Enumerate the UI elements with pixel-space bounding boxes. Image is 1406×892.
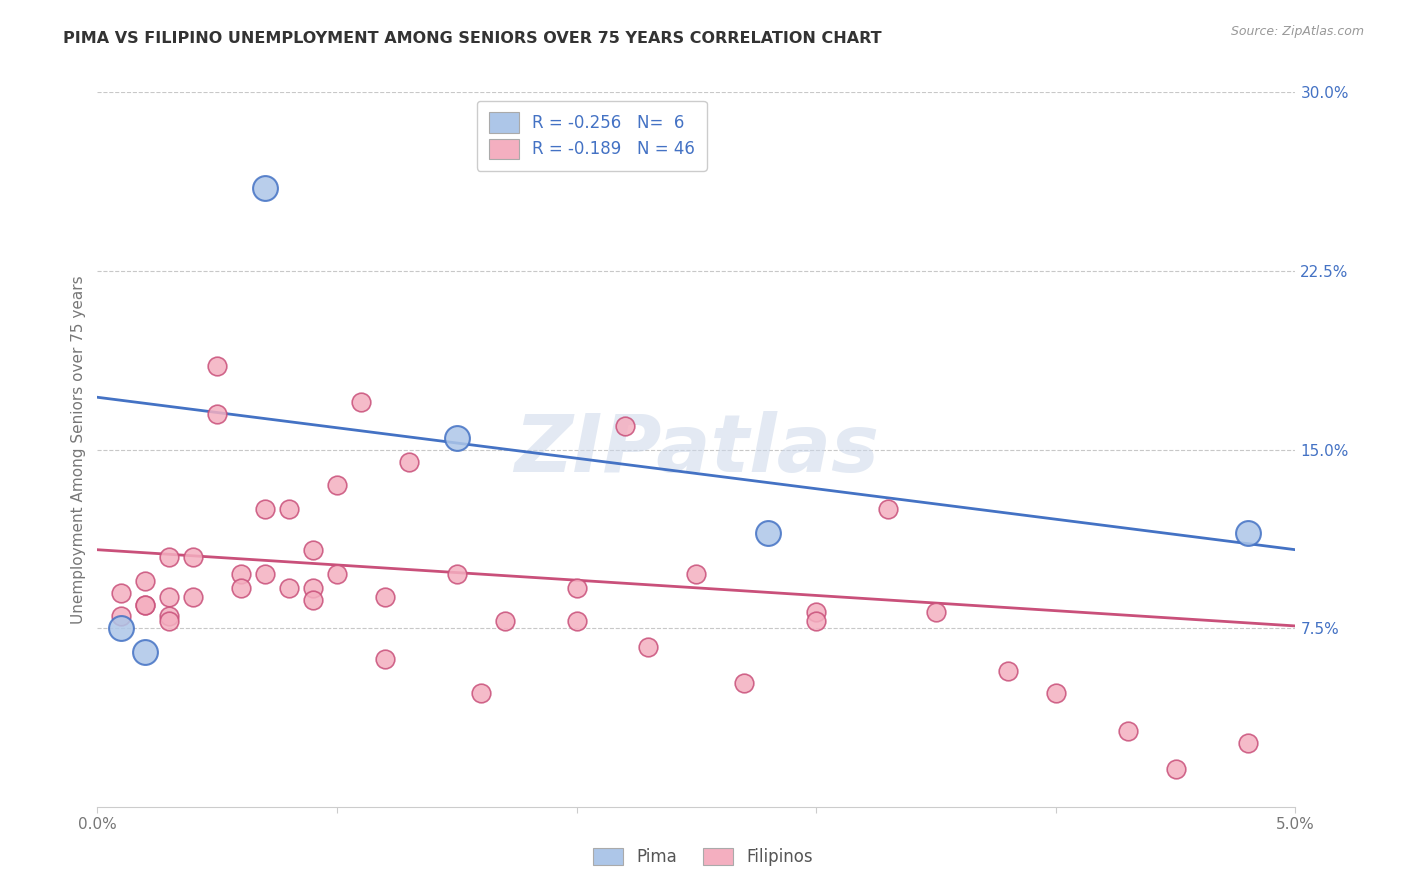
- Point: [157, 549, 180, 564]
- Point: [685, 566, 707, 581]
- Point: [229, 581, 252, 595]
- Point: [350, 395, 373, 409]
- Point: [997, 664, 1019, 678]
- Point: [134, 645, 156, 659]
- Point: [181, 591, 204, 605]
- Point: [756, 526, 779, 541]
- Point: [326, 478, 349, 492]
- Point: [110, 609, 132, 624]
- Point: [446, 566, 468, 581]
- Point: [733, 676, 755, 690]
- Point: [110, 621, 132, 635]
- Point: [925, 605, 948, 619]
- Point: [134, 598, 156, 612]
- Point: [1164, 762, 1187, 776]
- Point: [1236, 736, 1258, 750]
- Text: Source: ZipAtlas.com: Source: ZipAtlas.com: [1230, 25, 1364, 38]
- Point: [134, 598, 156, 612]
- Point: [398, 454, 420, 468]
- Point: [326, 566, 349, 581]
- Point: [278, 502, 301, 516]
- Point: [446, 431, 468, 445]
- Point: [254, 502, 277, 516]
- Point: [205, 407, 228, 421]
- Point: [565, 614, 588, 628]
- Point: [134, 574, 156, 588]
- Point: [637, 640, 659, 655]
- Point: [205, 359, 228, 374]
- Point: [229, 566, 252, 581]
- Point: [110, 585, 132, 599]
- Point: [302, 581, 325, 595]
- Point: [806, 614, 828, 628]
- Point: [302, 542, 325, 557]
- Y-axis label: Unemployment Among Seniors over 75 years: Unemployment Among Seniors over 75 years: [72, 276, 86, 624]
- Point: [374, 591, 396, 605]
- Point: [806, 605, 828, 619]
- Point: [613, 418, 636, 433]
- Point: [1045, 686, 1067, 700]
- Point: [157, 614, 180, 628]
- Point: [181, 549, 204, 564]
- Point: [1236, 526, 1258, 541]
- Point: [278, 581, 301, 595]
- Point: [374, 652, 396, 666]
- Legend: Pima, Filipinos: Pima, Filipinos: [586, 841, 820, 873]
- Text: PIMA VS FILIPINO UNEMPLOYMENT AMONG SENIORS OVER 75 YEARS CORRELATION CHART: PIMA VS FILIPINO UNEMPLOYMENT AMONG SENI…: [63, 31, 882, 46]
- Point: [470, 686, 492, 700]
- Point: [565, 581, 588, 595]
- Point: [1116, 723, 1139, 738]
- Point: [494, 614, 516, 628]
- Point: [877, 502, 900, 516]
- Point: [157, 609, 180, 624]
- Point: [254, 180, 277, 194]
- Text: ZIPatlas: ZIPatlas: [515, 410, 879, 489]
- Point: [302, 592, 325, 607]
- Legend: R = -0.256   N=  6, R = -0.189   N = 46: R = -0.256 N= 6, R = -0.189 N = 46: [477, 101, 707, 170]
- Point: [157, 591, 180, 605]
- Point: [254, 566, 277, 581]
